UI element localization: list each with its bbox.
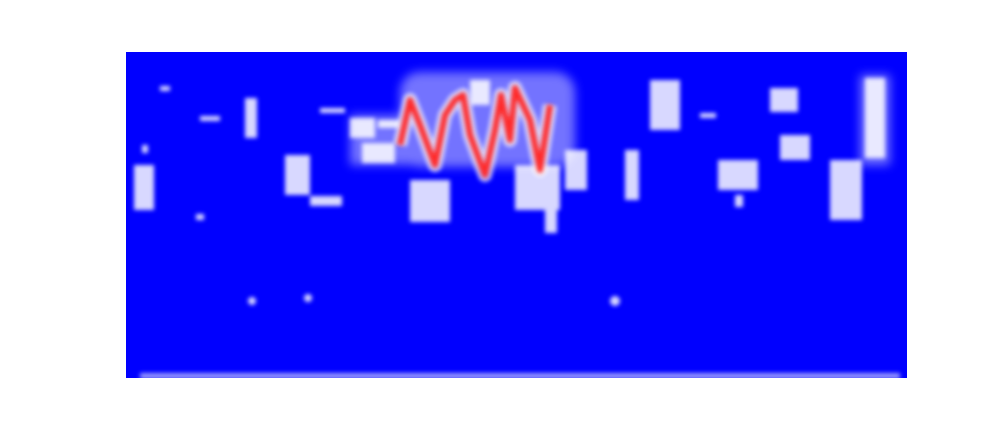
tonal-trace <box>397 85 553 178</box>
spectrogram-content <box>134 72 900 378</box>
energy-blobs <box>134 78 900 378</box>
